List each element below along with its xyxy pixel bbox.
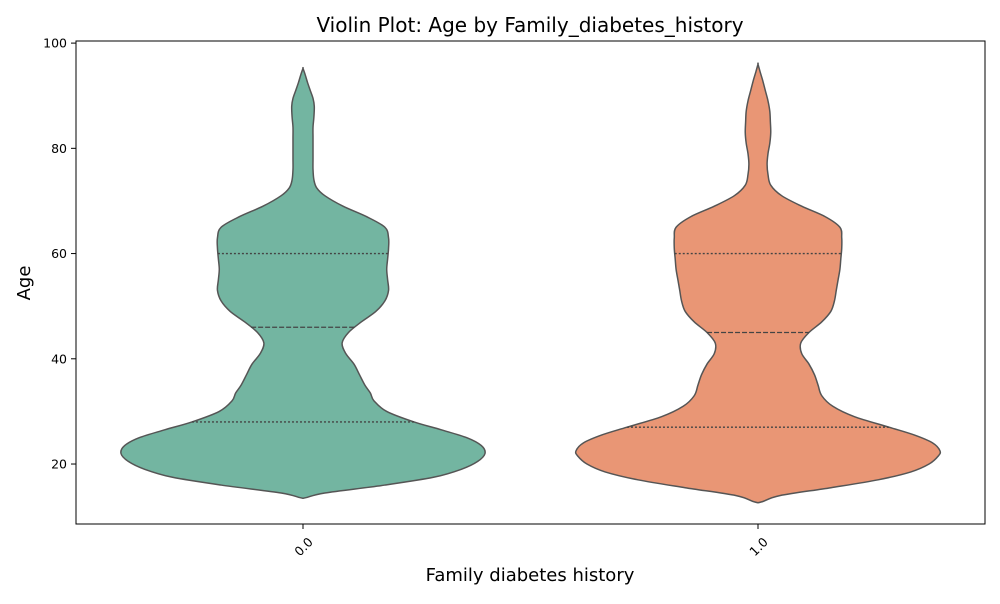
y-tick-label-20: 20 — [51, 457, 67, 472]
violin-body-0.0 — [120, 66, 486, 500]
chart-title: Violin Plot: Age by Family_diabetes_hist… — [316, 13, 743, 37]
y-tick-label-40: 40 — [51, 351, 67, 366]
y-tick-label-80: 80 — [51, 141, 67, 156]
plot-frame — [75, 40, 986, 525]
y-tick-label-60: 60 — [51, 246, 67, 261]
y-tick-label-100: 100 — [43, 36, 67, 51]
violin-body-1.0 — [574, 62, 942, 504]
y-axis-label: Age — [14, 266, 35, 301]
x-tick-label-1.0: 1.0 — [746, 534, 771, 559]
x-axis-label: Family diabetes history — [426, 565, 635, 586]
plot-area — [120, 62, 942, 504]
x-tick-label-0.0: 0.0 — [291, 534, 316, 559]
